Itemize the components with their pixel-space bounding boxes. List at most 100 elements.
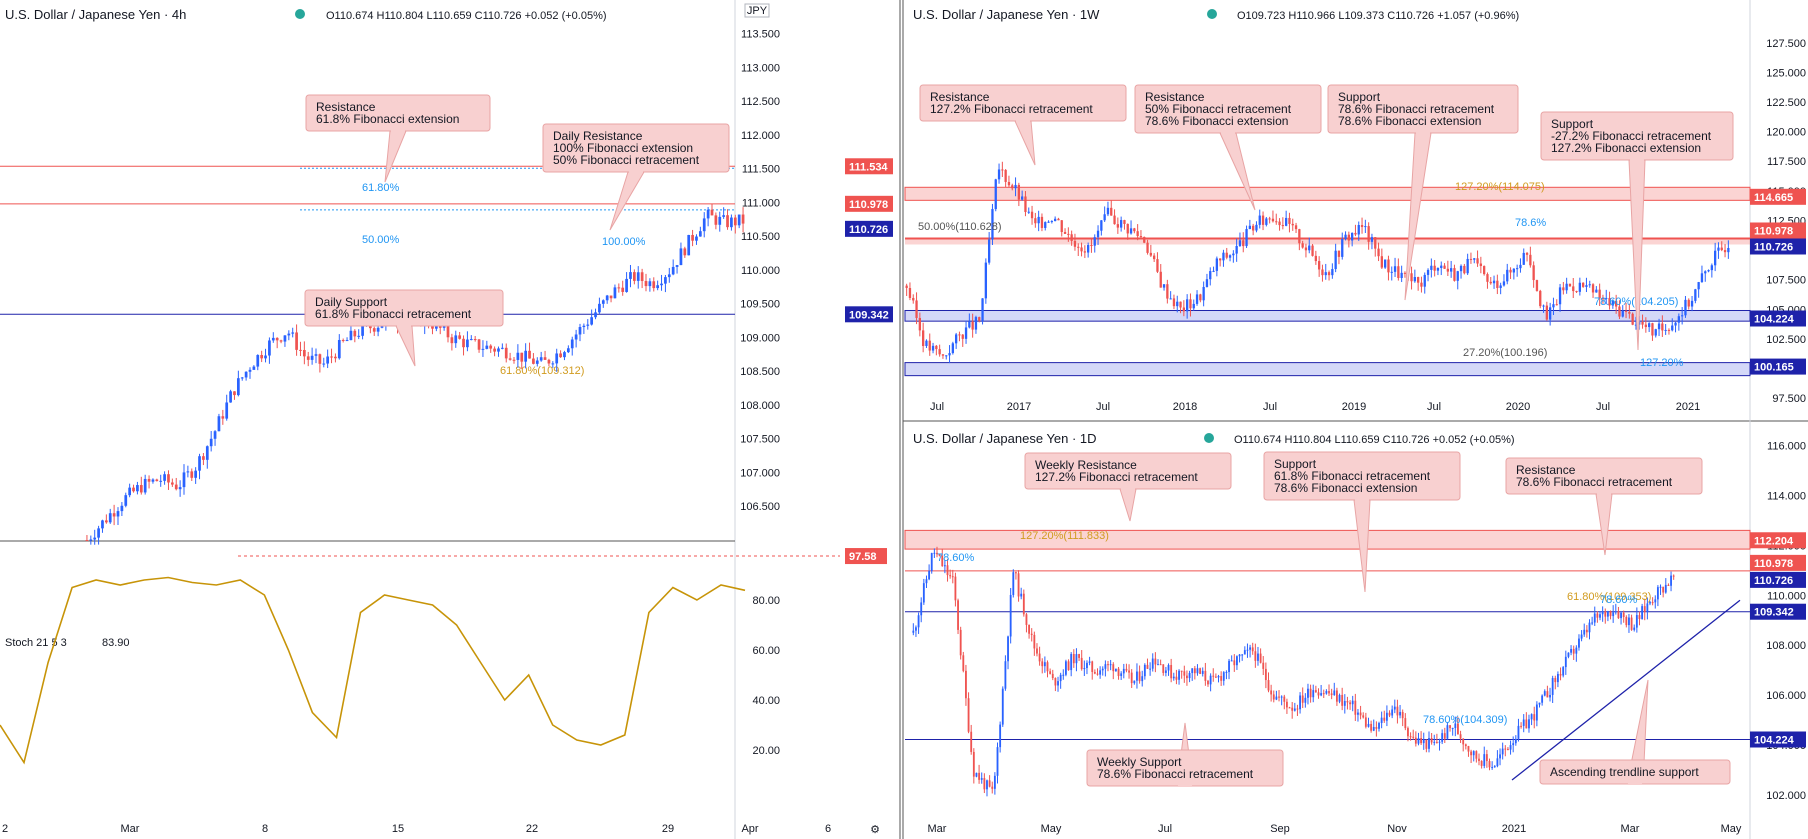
candle-body bbox=[1104, 664, 1107, 669]
candle-body bbox=[555, 353, 559, 364]
annotation-support-27: Support-27.2% Fibonacci retracement127.2… bbox=[1540, 111, 1734, 351]
candle-body bbox=[1499, 754, 1501, 759]
candle-body bbox=[1628, 311, 1631, 314]
x-tick-label: 6 bbox=[825, 823, 831, 835]
candle-body bbox=[1446, 268, 1450, 272]
candle-body bbox=[1664, 329, 1667, 331]
candle-body bbox=[667, 274, 671, 278]
candle-body bbox=[1545, 305, 1549, 320]
candle-body bbox=[1410, 273, 1413, 282]
candle-body bbox=[1030, 211, 1034, 219]
candle-body bbox=[1324, 272, 1327, 276]
candle-body bbox=[1380, 717, 1383, 724]
candle-body bbox=[1110, 207, 1113, 216]
candle-body bbox=[737, 214, 741, 226]
candle-body bbox=[1657, 323, 1661, 330]
candle-body bbox=[1096, 230, 1100, 238]
price-badge bbox=[1750, 571, 1806, 588]
candle-body bbox=[345, 340, 349, 342]
candle-body bbox=[1476, 258, 1479, 264]
candle-body bbox=[1530, 714, 1533, 720]
candle-body bbox=[1337, 250, 1341, 257]
candle-body bbox=[1233, 660, 1236, 666]
candle-body bbox=[1478, 758, 1480, 761]
candle-body bbox=[1651, 602, 1654, 604]
candle-body bbox=[1091, 661, 1094, 672]
candle-body bbox=[1070, 234, 1073, 241]
candle-body bbox=[1617, 611, 1620, 619]
x-tick-label: 22 bbox=[526, 823, 538, 835]
candle-body bbox=[1012, 572, 1015, 595]
candle-body bbox=[1562, 287, 1565, 291]
candle-body bbox=[1209, 271, 1212, 280]
annotation-resistance-50-line: Resistance bbox=[1145, 90, 1205, 104]
candle-body bbox=[1677, 316, 1681, 323]
fib-label: 100.00% bbox=[602, 236, 646, 248]
candle-body bbox=[566, 348, 570, 353]
candle-body bbox=[1311, 245, 1314, 256]
candle-body bbox=[1189, 299, 1192, 309]
candle-body bbox=[1254, 651, 1257, 661]
y-tick-label: 106.500 bbox=[740, 501, 780, 513]
candle-body bbox=[1113, 215, 1116, 225]
candle-body bbox=[1037, 216, 1040, 224]
annotation-resistance-join bbox=[391, 129, 405, 132]
candle-body bbox=[450, 337, 454, 344]
panel-daily: 116.000114.000112.000110.000108.000106.0… bbox=[904, 421, 1806, 839]
candle-body bbox=[1298, 229, 1301, 244]
candle-body bbox=[702, 218, 706, 232]
candle-body bbox=[236, 378, 240, 396]
x-tick-label: Jul bbox=[1263, 401, 1277, 413]
annotation-daily-resistance-line: 50% Fibonacci retracement bbox=[553, 153, 700, 167]
candle-body bbox=[1638, 615, 1641, 619]
candle-body bbox=[718, 216, 722, 225]
candle-body bbox=[928, 340, 931, 351]
x-tick-label: 2 bbox=[2, 823, 8, 835]
candle-body bbox=[1261, 215, 1265, 225]
candle-body bbox=[1191, 668, 1194, 673]
candle-body bbox=[205, 446, 209, 460]
stoch-tick-label: 40.00 bbox=[752, 695, 780, 707]
price-badge bbox=[845, 220, 893, 237]
candle-body bbox=[1175, 676, 1178, 680]
x-tick-label: May bbox=[1721, 823, 1742, 835]
candle-body bbox=[1288, 707, 1291, 709]
candle-body bbox=[987, 239, 991, 263]
candle-body bbox=[310, 355, 314, 360]
fib-label: 78.60% bbox=[937, 552, 975, 564]
candle-body bbox=[1351, 700, 1354, 705]
price-badge-label: 104.224 bbox=[1754, 735, 1795, 747]
annotation-trendline-line: Ascending trendline support bbox=[1550, 765, 1699, 779]
candle-body bbox=[938, 349, 941, 355]
candle-body bbox=[1504, 748, 1507, 750]
candle-body bbox=[1245, 229, 1248, 247]
candle-body bbox=[1067, 233, 1070, 235]
candle-body bbox=[1620, 612, 1622, 619]
candle-body bbox=[1621, 310, 1624, 317]
candle-body bbox=[1374, 237, 1377, 249]
candle-body bbox=[1004, 169, 1007, 182]
x-tick-label: 2021 bbox=[1676, 401, 1700, 413]
candle-body bbox=[1667, 329, 1671, 331]
candle-body bbox=[1349, 702, 1351, 705]
fib-label: 61.80%(109.312) bbox=[500, 365, 584, 377]
candle-body bbox=[1580, 634, 1583, 639]
candle-body bbox=[155, 479, 159, 482]
candle-body bbox=[1489, 281, 1492, 284]
candle-body bbox=[334, 356, 337, 359]
candle-body bbox=[1080, 247, 1083, 252]
candle-body bbox=[1367, 723, 1370, 727]
candle-body bbox=[1512, 268, 1516, 273]
candle-body bbox=[726, 215, 729, 228]
price-badge bbox=[845, 195, 893, 212]
candle-body bbox=[1370, 237, 1374, 242]
candle-body bbox=[946, 565, 949, 576]
candle-body bbox=[1328, 690, 1330, 694]
candle-body bbox=[993, 775, 996, 789]
candle-body bbox=[1057, 681, 1059, 686]
candle-body bbox=[1304, 697, 1307, 703]
candle-body bbox=[271, 337, 275, 341]
candle-body bbox=[1100, 220, 1103, 231]
